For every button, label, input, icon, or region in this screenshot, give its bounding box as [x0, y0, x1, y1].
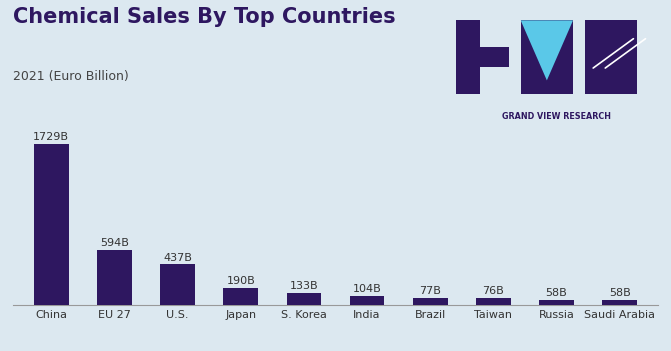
Bar [223, 287, 258, 305]
Bar [521, 20, 573, 94]
Bar [480, 20, 509, 47]
Text: 77B: 77B [419, 286, 441, 296]
Text: Chemical Sales By Top Countries: Chemical Sales By Top Countries [13, 7, 396, 27]
Text: 104B: 104B [353, 284, 381, 294]
Text: 2021 (Euro Billion): 2021 (Euro Billion) [13, 70, 130, 83]
Bar [34, 144, 68, 305]
Bar [539, 300, 574, 305]
Text: 58B: 58B [546, 288, 568, 298]
Text: 76B: 76B [482, 286, 505, 296]
Text: 1729B: 1729B [34, 132, 69, 142]
Text: GRAND VIEW RESEARCH: GRAND VIEW RESEARCH [503, 112, 611, 121]
Bar [480, 67, 509, 94]
Text: 133B: 133B [290, 281, 318, 291]
Bar [287, 293, 321, 305]
Bar [160, 264, 195, 305]
Text: 190B: 190B [226, 276, 255, 286]
Bar [585, 20, 637, 94]
Bar [476, 298, 511, 305]
Bar [603, 300, 637, 305]
Bar [456, 20, 509, 94]
Bar [350, 296, 384, 305]
Text: 58B: 58B [609, 288, 631, 298]
Text: 437B: 437B [163, 253, 192, 263]
Text: 594B: 594B [100, 238, 129, 248]
Bar [413, 298, 448, 305]
Bar [97, 250, 132, 305]
Polygon shape [521, 20, 573, 80]
